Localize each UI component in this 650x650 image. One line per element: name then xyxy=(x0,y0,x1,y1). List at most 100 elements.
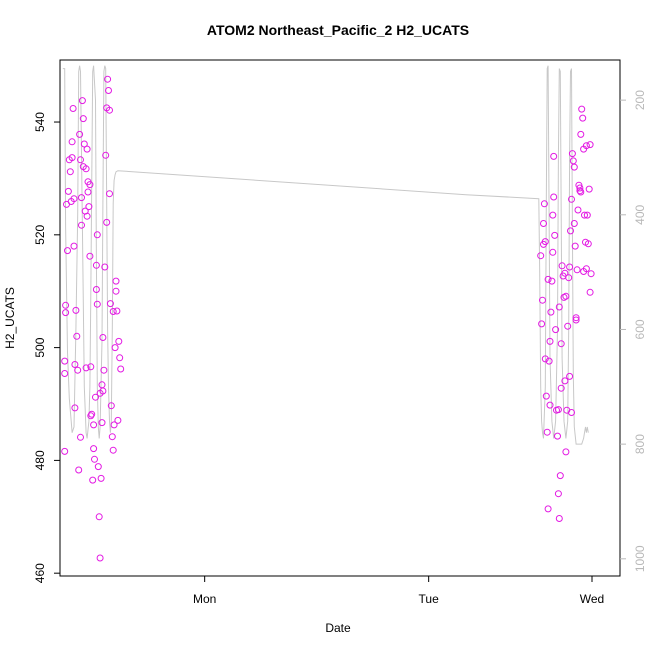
data-point xyxy=(71,361,79,368)
data-point xyxy=(90,445,98,453)
data-point xyxy=(555,515,563,522)
data-point xyxy=(83,145,91,153)
data-point xyxy=(566,372,574,380)
y-tick-label: 520 xyxy=(33,224,47,244)
point-layer xyxy=(61,75,595,562)
data-point xyxy=(543,428,551,436)
data-point xyxy=(581,211,588,219)
data-point xyxy=(90,421,98,429)
data-point xyxy=(112,287,120,295)
data-point xyxy=(106,106,113,114)
data-point xyxy=(116,354,124,362)
data-point xyxy=(98,419,106,427)
data-point xyxy=(580,268,588,275)
data-point xyxy=(539,296,546,304)
data-point xyxy=(557,384,565,392)
data-point xyxy=(571,242,579,250)
y-tick-label: 480 xyxy=(33,450,47,470)
x-axis: Mon Tue Wed xyxy=(193,576,604,606)
data-point xyxy=(550,193,558,201)
data-point xyxy=(68,154,76,162)
y-axis-label: H2_UCATS xyxy=(3,287,17,349)
data-point xyxy=(576,187,584,195)
data-point xyxy=(111,344,119,352)
y2-tick-label: 800 xyxy=(633,434,647,454)
data-point xyxy=(561,269,569,277)
data-point xyxy=(554,490,562,498)
data-point xyxy=(113,307,121,315)
data-point xyxy=(582,142,590,150)
data-point xyxy=(86,181,94,189)
data-point xyxy=(549,211,557,219)
data-point xyxy=(106,300,114,308)
x-tick-label: Mon xyxy=(193,592,216,606)
y-tick-label: 500 xyxy=(33,337,47,357)
data-point xyxy=(71,404,79,412)
data-point xyxy=(106,190,113,198)
data-point xyxy=(64,187,72,195)
data-point xyxy=(93,300,101,308)
data-point xyxy=(61,447,69,455)
data-point xyxy=(76,130,84,138)
data-point xyxy=(583,211,591,219)
data-point xyxy=(568,409,575,416)
data-point xyxy=(546,401,554,409)
pressure-line-layer xyxy=(62,65,589,445)
data-point xyxy=(66,168,74,176)
data-point xyxy=(550,152,558,160)
data-point xyxy=(82,165,90,173)
y2-tick-label: 200 xyxy=(633,90,647,110)
data-point xyxy=(564,322,572,330)
data-point xyxy=(107,402,115,410)
data-point xyxy=(89,476,97,484)
data-point xyxy=(72,306,80,314)
data-point xyxy=(540,220,547,227)
data-point xyxy=(79,115,87,123)
data-point xyxy=(104,75,112,83)
data-point xyxy=(108,433,116,441)
data-point xyxy=(585,185,593,193)
data-point xyxy=(568,195,575,203)
data-point xyxy=(62,309,70,317)
data-point xyxy=(542,392,550,400)
data-point xyxy=(96,554,104,562)
data-point xyxy=(577,188,585,196)
data-point xyxy=(102,151,110,159)
data-point xyxy=(62,301,70,309)
data-point xyxy=(549,248,557,256)
data-point xyxy=(540,200,548,208)
y2-tick-label: 1000 xyxy=(633,545,647,572)
data-point xyxy=(577,130,585,138)
data-point xyxy=(541,355,549,363)
data-point xyxy=(584,240,592,248)
data-point xyxy=(562,292,570,300)
data-point xyxy=(552,326,560,334)
data-point xyxy=(85,203,93,211)
y-axis: 460 480 500 520 540 xyxy=(33,112,60,583)
data-point xyxy=(538,320,546,328)
x-tick-label: Tue xyxy=(419,592,440,606)
data-point xyxy=(97,474,105,482)
x-axis-label: Date xyxy=(325,621,351,635)
data-point xyxy=(573,266,581,274)
data-point xyxy=(115,337,123,345)
data-point xyxy=(562,448,570,456)
data-point xyxy=(61,357,69,365)
data-point xyxy=(565,274,573,282)
data-point xyxy=(109,446,117,454)
data-point xyxy=(544,505,552,513)
data-point xyxy=(91,455,98,463)
data-point xyxy=(554,432,561,440)
data-point xyxy=(586,288,594,296)
data-point xyxy=(82,364,90,372)
pressure-line xyxy=(62,65,589,445)
data-point xyxy=(78,194,85,202)
data-point xyxy=(64,247,71,255)
data-point xyxy=(86,252,94,260)
data-point xyxy=(567,227,574,235)
data-point xyxy=(99,334,107,341)
data-point xyxy=(558,262,566,270)
data-point xyxy=(117,365,125,373)
data-point xyxy=(587,270,595,278)
